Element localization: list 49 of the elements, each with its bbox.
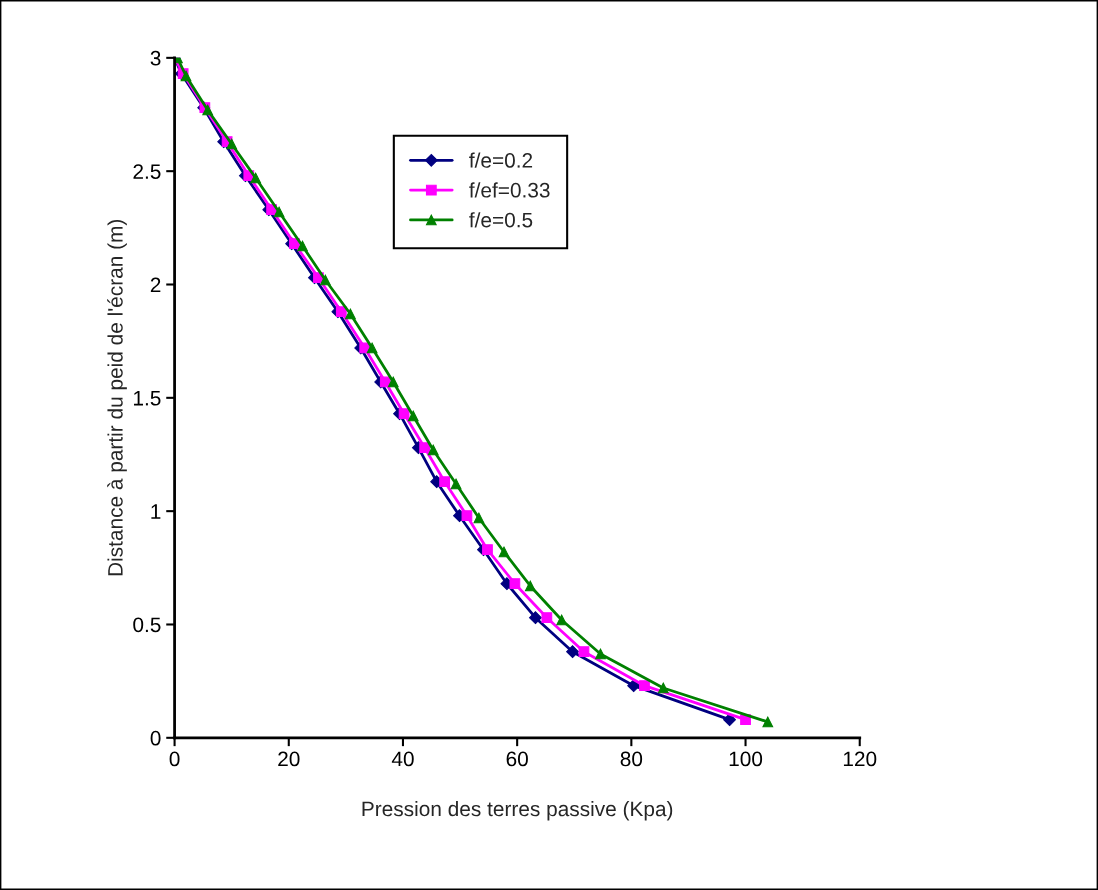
point [473, 512, 485, 524]
point [541, 612, 553, 624]
point [578, 646, 590, 658]
point [461, 510, 473, 522]
point [595, 648, 606, 660]
point [345, 308, 356, 320]
x-tick-label: 120 [843, 751, 877, 767]
point [366, 342, 378, 354]
point [273, 206, 285, 218]
y-tick-label: 0 [150, 730, 161, 746]
point [639, 680, 650, 692]
legend-label: f/e=0.5 [469, 212, 533, 228]
point [398, 408, 410, 420]
y-tick-label: 2.5 [133, 164, 161, 179]
y-tick-label: 1 [151, 504, 161, 519]
x-axis-title: Pression des terres passive (Kpa) [362, 800, 673, 821]
point [250, 172, 262, 184]
point [482, 544, 493, 556]
point [509, 578, 521, 590]
point [439, 476, 451, 488]
x-tick-label: 20 [278, 751, 300, 767]
y-tick-label: 3 [150, 50, 161, 66]
point [498, 546, 510, 558]
point [407, 410, 419, 422]
x-tick-label: 100 [729, 751, 763, 767]
point [387, 376, 399, 388]
x-tick-label: 80 [620, 751, 643, 767]
x-tick-label: 0 [169, 751, 180, 767]
point [427, 444, 439, 456]
point [319, 274, 331, 286]
point [529, 611, 542, 625]
legend-label: f/ef=0.33 [469, 182, 550, 198]
y-tick-label: 0.5 [133, 617, 161, 633]
point [556, 614, 568, 626]
point [297, 240, 308, 252]
point [657, 682, 669, 694]
point [524, 580, 536, 592]
x-tick-label: 60 [506, 751, 528, 767]
point [762, 716, 774, 728]
x-tick-label: 40 [391, 751, 414, 767]
point [226, 138, 238, 150]
point [419, 442, 431, 454]
point [450, 478, 462, 490]
point [335, 306, 347, 318]
y-tick-label: 1.5 [134, 391, 161, 406]
y-axis-title: Distance à partir du peid de l'écran (m) [107, 219, 127, 576]
legend-label: f/e=0.2 [469, 152, 533, 168]
y-tick-label: 2 [150, 277, 161, 293]
point [566, 645, 579, 659]
